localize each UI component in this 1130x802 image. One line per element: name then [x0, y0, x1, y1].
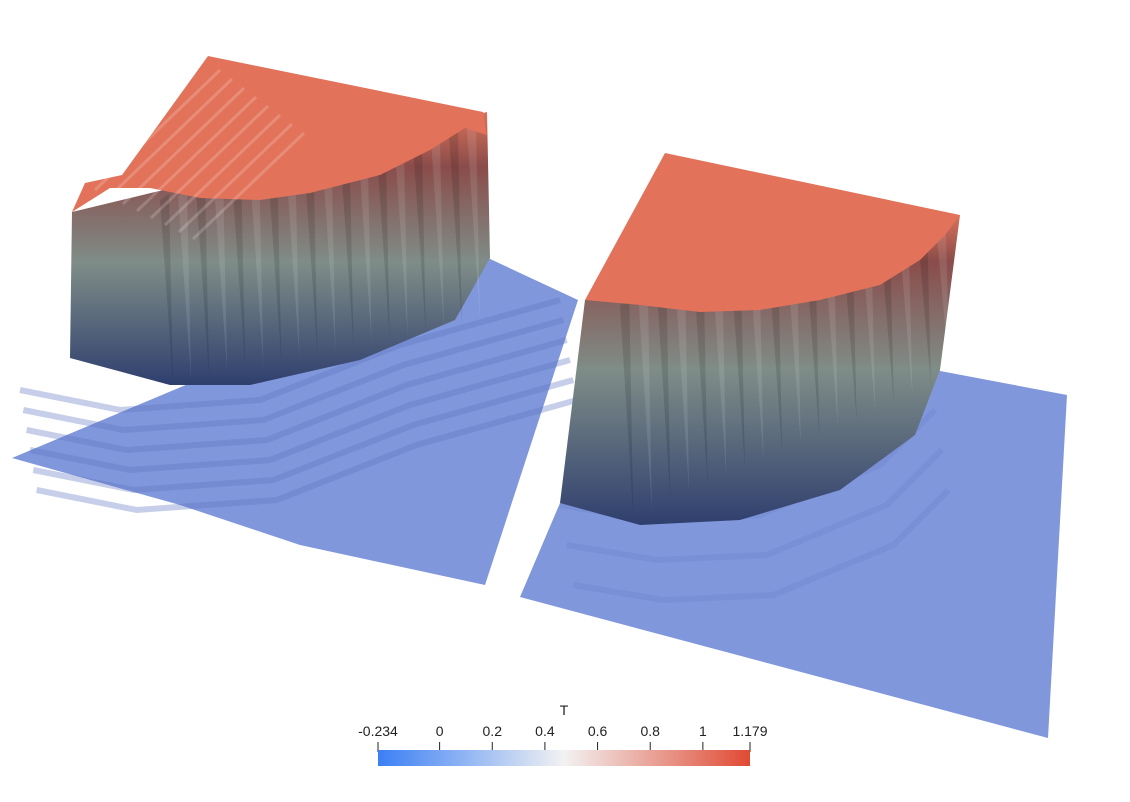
- top-ridge: [177, 122, 294, 234]
- ripple-band: [36, 397, 578, 514]
- right-surface-plot: [520, 153, 1067, 738]
- top-ridge: [121, 86, 246, 206]
- left-ripple-bands: [19, 297, 578, 514]
- colorbar-tick-label: 0.2: [483, 723, 503, 739]
- colorbar-tick-label: 0.8: [640, 723, 660, 739]
- wall-spike: [394, 139, 408, 337]
- wall-spike: [917, 227, 932, 388]
- wall-spike: [286, 164, 300, 358]
- wall-spike: [196, 185, 210, 376]
- top-ridge: [93, 68, 222, 192]
- right-top-face: [585, 153, 960, 312]
- wall-spike: [430, 131, 444, 330]
- top-ridge: [163, 113, 282, 227]
- wall-spike: [376, 144, 390, 340]
- wall-spike: [713, 276, 727, 478]
- wall-spike: [657, 290, 671, 502]
- colorbar-tick-label: 1: [699, 723, 707, 739]
- top-ridge: [191, 131, 306, 241]
- colorbar-ticks: -0.234 0 0.2 0.4 0.6 0.8 1 1.179: [358, 723, 768, 752]
- wall-spike: [899, 232, 913, 396]
- wall-spike: [322, 156, 336, 351]
- colorbar-title: T: [560, 702, 569, 718]
- top-ridge: [107, 77, 234, 199]
- colorbar-tick-label: 0.4: [535, 723, 555, 739]
- left-wall: [70, 112, 490, 385]
- wall-spike: [448, 127, 462, 326]
- wall-spike: [675, 285, 690, 494]
- wall-spike: [358, 148, 372, 344]
- wall-spike: [750, 267, 764, 461]
- colorbar-tick-label: 0: [436, 723, 444, 739]
- wall-spike: [250, 173, 264, 366]
- ripple-band: [22, 317, 565, 434]
- wall-spike: [466, 123, 480, 322]
- ripple-band: [572, 487, 951, 604]
- ripple-band: [29, 357, 571, 474]
- wall-spike: [620, 299, 634, 518]
- wall-spike: [638, 294, 652, 510]
- left-wall-spikes: [160, 123, 480, 384]
- left-top-ridges: [93, 68, 306, 241]
- colorbar-gradient: [378, 750, 750, 766]
- wall-spike: [340, 152, 354, 348]
- wall-spike: [787, 259, 801, 445]
- wall-spike: [768, 263, 783, 453]
- colorbar-tick-label: -0.234: [358, 723, 398, 739]
- colorbar-tick-label: 0.6: [588, 723, 608, 739]
- wall-spike: [160, 194, 174, 384]
- left-top-face: [72, 56, 487, 212]
- wall-spike: [178, 189, 192, 380]
- right-base-plane: [520, 370, 1067, 738]
- ripple-band: [32, 377, 575, 494]
- wall-spike: [694, 281, 708, 486]
- wall-spike: [731, 272, 745, 469]
- ripple-band: [566, 447, 944, 564]
- ripple-band: [26, 337, 568, 454]
- wall-spike: [268, 169, 282, 362]
- colorbar-legend: T -0.234 0 0.2 0.4 0.6 0.8 1 1.179: [358, 702, 768, 766]
- ripple-band: [19, 297, 561, 414]
- colorbar-tick-label: 1.179: [732, 723, 767, 739]
- wall-spike: [936, 223, 950, 380]
- wall-spike: [232, 177, 246, 369]
- top-ridge: [149, 104, 270, 220]
- left-base-plane: [12, 258, 578, 585]
- left-surface-plot: [12, 56, 578, 585]
- top-ridge: [135, 95, 258, 213]
- wall-spike: [412, 135, 426, 333]
- wall-spike: [214, 181, 228, 373]
- wall-spike: [304, 160, 318, 355]
